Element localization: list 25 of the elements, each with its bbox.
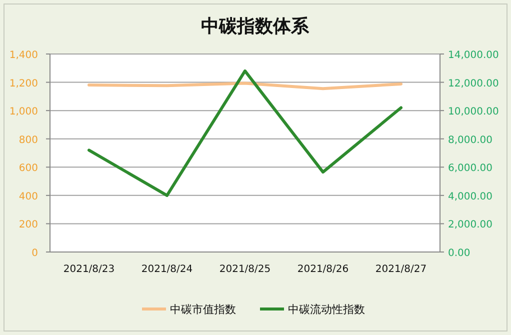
y2-tick-label: 2,000.00 (448, 220, 493, 231)
y2-tick-label: 14,000.00 (448, 50, 499, 61)
y-tick-label: 1,200 (9, 78, 38, 90)
x-tick-label: 2021/8/24 (141, 264, 193, 275)
x-tick-label: 2021/8/27 (375, 264, 427, 275)
y2-tick-label: 0.00 (448, 248, 470, 259)
y-tick-label: 200 (18, 220, 38, 231)
x-tick-label: 2021/8/25 (219, 264, 271, 275)
legend-label: 中碳市值指数 (170, 303, 236, 316)
y2-tick-label: 6,000.00 (448, 163, 493, 174)
y2-tick-label: 4,000.00 (448, 191, 493, 202)
legend-label: 中碳流动性指数 (288, 303, 365, 316)
y-tick-label: 400 (18, 191, 38, 202)
chart-title: 中碳指数体系 (201, 16, 310, 37)
y2-tick-label: 12,000.00 (448, 78, 499, 90)
x-tick-label: 2021/8/26 (297, 264, 349, 275)
y2-tick-label: 10,000.00 (448, 106, 499, 118)
y-tick-label: 0 (32, 248, 38, 259)
y-tick-label: 1,000 (9, 106, 38, 118)
y2-tick-label: 8,000.00 (448, 134, 493, 146)
line-series (88, 69, 402, 197)
y-tick-label: 1,400 (9, 50, 38, 61)
x-tick-label: 2021/8/23 (63, 264, 115, 275)
y-tick-label: 800 (18, 134, 38, 146)
y-tick-label: 600 (18, 163, 38, 174)
